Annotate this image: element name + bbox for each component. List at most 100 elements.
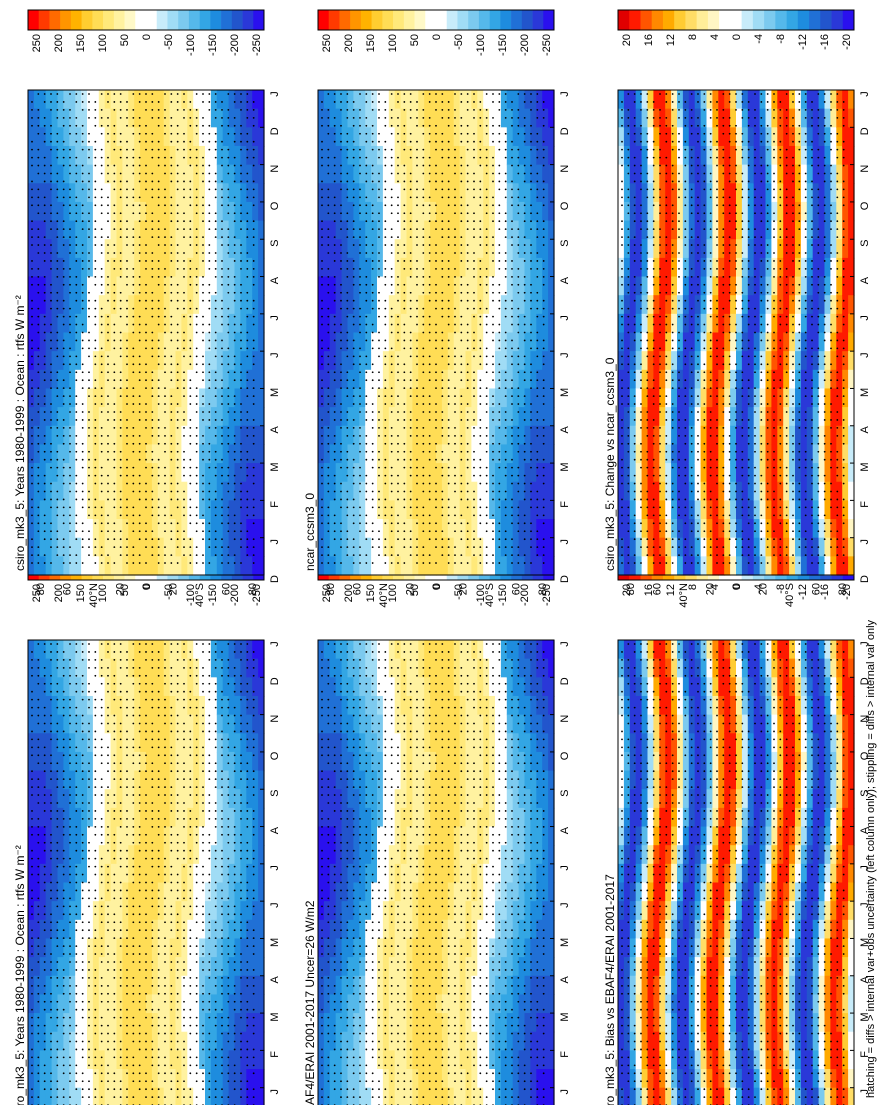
- stipple-dot: [31, 898, 33, 900]
- heatmap-cell: [217, 1032, 224, 1051]
- stipple-dot: [321, 699, 323, 701]
- stipple-dot: [416, 969, 418, 971]
- stipple-dot: [460, 1072, 462, 1074]
- stipple-dot: [435, 882, 437, 884]
- stipple-dot: [215, 723, 217, 725]
- stipple-dot: [151, 786, 153, 788]
- stipple-dot: [94, 945, 96, 947]
- stipple-dot: [31, 778, 33, 780]
- stipple-dot: [50, 1041, 52, 1043]
- stipple-dot: [378, 786, 380, 788]
- stipple-dot: [82, 723, 84, 725]
- stipple-dot: [75, 667, 77, 669]
- stipple-dot: [378, 651, 380, 653]
- stipple-dot: [234, 1009, 236, 1011]
- stipple-dot: [215, 945, 217, 947]
- stipple-dot: [113, 683, 115, 685]
- heatmap-cell: [407, 715, 414, 734]
- stipple-dot: [359, 1017, 361, 1019]
- heatmap-cell: [324, 808, 331, 827]
- stipple-dot: [422, 985, 424, 987]
- heatmap-cell: [483, 1013, 490, 1032]
- stipple-dot: [139, 1072, 141, 1074]
- stipple-dot: [37, 707, 39, 709]
- stipple-dot: [240, 1041, 242, 1043]
- stipple-dot: [403, 762, 405, 764]
- stipple-dot: [196, 715, 198, 717]
- stipple-dot: [101, 1025, 103, 1027]
- heatmap-cell: [519, 994, 526, 1013]
- heatmap-cell: [412, 789, 419, 808]
- stipple-dot: [158, 1009, 160, 1011]
- stipple-dot: [403, 691, 405, 693]
- stipple-dot: [202, 731, 204, 733]
- stipple-dot: [378, 818, 380, 820]
- heatmap-cell: [117, 789, 124, 808]
- stipple-dot: [403, 659, 405, 661]
- stipple-dot: [221, 1049, 223, 1051]
- stipple-dot: [340, 778, 342, 780]
- stipple-dot: [164, 754, 166, 756]
- stipple-dot: [460, 675, 462, 677]
- heatmap-cell: [34, 920, 41, 939]
- stipple-dot: [101, 1033, 103, 1035]
- stipple-dot: [441, 731, 443, 733]
- stipple-dot: [94, 874, 96, 876]
- stipple-dot: [50, 961, 52, 963]
- stipple-dot: [88, 905, 90, 907]
- stipple-dot: [56, 770, 58, 772]
- stipple-dot: [183, 786, 185, 788]
- stipple-dot: [126, 739, 128, 741]
- heatmap-cell: [146, 677, 153, 696]
- stipple-dot: [448, 731, 450, 733]
- stipple-dot: [158, 770, 160, 772]
- stipple-dot: [75, 913, 77, 915]
- heatmap-cell: [223, 994, 230, 1013]
- stipple-dot: [31, 770, 33, 772]
- heatmap-cell: [117, 808, 124, 827]
- stipple-dot: [372, 898, 374, 900]
- stipple-dot: [94, 858, 96, 860]
- heatmap-cell: [152, 640, 159, 659]
- stipple-dot: [69, 993, 71, 995]
- heatmap-cell: [46, 994, 53, 1013]
- heatmap-cell: [436, 696, 443, 715]
- stipple-dot: [359, 1025, 361, 1027]
- heatmap-cell: [28, 1050, 35, 1069]
- stipple-dot: [120, 985, 122, 987]
- stipple-dot: [253, 850, 255, 852]
- heatmap-cell: [525, 883, 532, 902]
- stipple-dot: [416, 1088, 418, 1090]
- stipple-dot: [240, 850, 242, 852]
- stipple-dot: [397, 921, 399, 923]
- stipple-dot: [196, 667, 198, 669]
- heatmap-cell: [389, 789, 396, 808]
- stipple-dot: [365, 993, 367, 995]
- stipple-dot: [378, 746, 380, 748]
- heatmap-cell: [122, 1088, 128, 1105]
- stipple-dot: [189, 985, 191, 987]
- stipple-dot: [397, 794, 399, 796]
- heatmap-cell: [146, 789, 153, 808]
- heatmap-cell: [93, 1050, 100, 1069]
- stipple-dot: [56, 1025, 58, 1027]
- heatmap-cell: [122, 1032, 128, 1051]
- stipple-dot: [403, 834, 405, 836]
- stipple-dot: [101, 985, 103, 987]
- stipple-dot: [170, 802, 172, 804]
- stipple-dot: [221, 866, 223, 868]
- stipple-dot: [246, 977, 248, 979]
- heatmap-cell: [117, 976, 124, 995]
- stipple-dot: [82, 1080, 84, 1082]
- stipple-dot: [50, 842, 52, 844]
- stipple-dot: [327, 802, 329, 804]
- stipple-dot: [164, 993, 166, 995]
- stipple-dot: [158, 1064, 160, 1066]
- heatmap-cell: [324, 827, 331, 846]
- heatmap-cell: [229, 1013, 236, 1032]
- stipple-dot: [107, 683, 109, 685]
- heatmap-cell: [93, 901, 100, 920]
- stipple-dot: [346, 882, 348, 884]
- stipple-dot: [50, 1017, 52, 1019]
- stipple-dot: [196, 953, 198, 955]
